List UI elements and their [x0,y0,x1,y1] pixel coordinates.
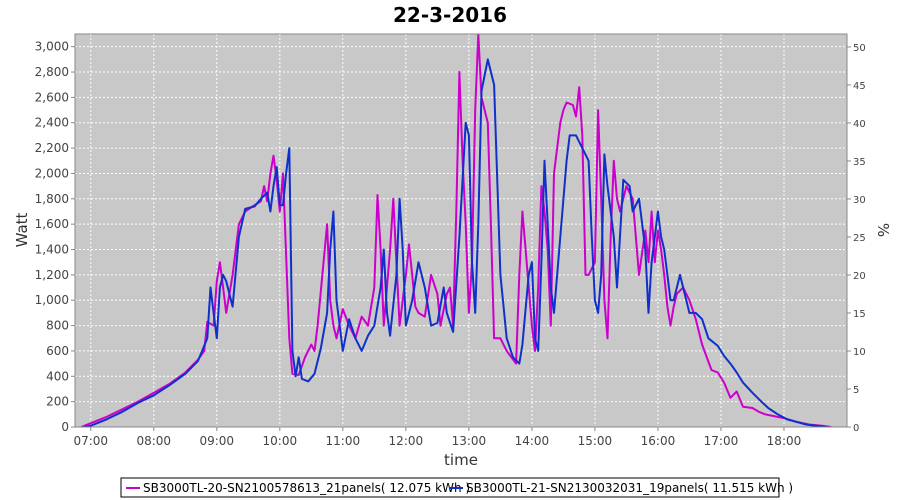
series-line-1 [80,34,832,427]
legend: SB3000TL-20-SN2100578613_21panels( 12.07… [120,477,793,498]
y-tick-label: 600 [46,344,69,358]
y-tick-label: 1,800 [35,192,69,206]
x-tick-label: 18:00 [767,434,802,448]
x-tick-label: 14:00 [515,434,550,448]
y2-tick-label: 25 [853,233,866,244]
y-tick-label: 2,400 [35,116,69,130]
axes: 02004006008001,0001,2001,4001,6001,8002,… [35,40,866,448]
x-tick-label: 17:00 [704,434,739,448]
y2-tick-label: 40 [853,119,866,130]
chart-title: 22-3-2016 [393,3,507,27]
y-tick-label: 2,600 [35,90,69,104]
legend-label-2: SB3000TL-21-SN2130032031_19panels( 11.51… [466,481,793,495]
x-tick-label: 16:00 [641,434,676,448]
x-axis-label: time [444,451,478,469]
grid-lines [75,34,847,427]
y-tick-label: 2,000 [35,166,69,180]
x-tick-label: 12:00 [389,434,424,448]
x-tick-label: 11:00 [326,434,361,448]
y2-tick-label: 10 [853,347,866,358]
series-layer [80,34,832,427]
y-tick-label: 1,600 [35,217,69,231]
y-tick-label: 2,800 [35,65,69,79]
y2-tick-label: 35 [853,157,866,168]
x-tick-label: 09:00 [199,434,234,448]
y2-tick-label: 30 [853,195,866,206]
plot-border [74,33,848,428]
y-tick-label: 1,000 [35,293,69,307]
x-tick-label: 13:00 [452,434,487,448]
series-line-2 [84,58,829,427]
x-tick-label: 08:00 [136,434,171,448]
y2-tick-label: 0 [853,423,859,434]
x-tick-label: 15:00 [578,434,613,448]
y2-tick-label: 5 [853,385,859,396]
y-axis-label: Watt [13,212,31,247]
y2-tick-label: 50 [853,43,866,54]
y-tick-label: 1,400 [35,243,69,257]
y-tick-label: 0 [61,420,69,434]
legend-label-1: SB3000TL-20-SN2100578613_21panels( 12.07… [143,481,470,495]
x-tick-label: 07:00 [73,434,108,448]
y2-axis-label: % [874,223,892,237]
y2-tick-label: 20 [853,271,866,282]
y2-tick-label: 45 [853,81,866,92]
x-tick-label: 10:00 [263,434,298,448]
y2-tick-label: 15 [853,309,866,320]
y-tick-label: 1,200 [35,268,69,282]
y-tick-label: 400 [46,369,69,383]
y-tick-label: 800 [46,319,69,333]
y-tick-label: 2,200 [35,141,69,155]
y-tick-label: 3,000 [35,40,69,54]
y-tick-label: 200 [46,395,69,409]
